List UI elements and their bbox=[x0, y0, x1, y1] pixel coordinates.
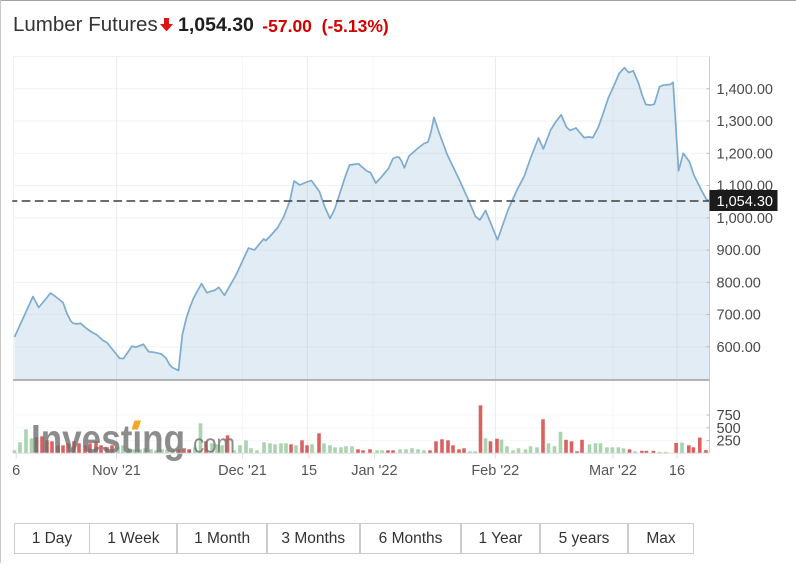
svg-text:.com: .com bbox=[187, 429, 235, 459]
svg-text:800.00: 800.00 bbox=[717, 275, 761, 291]
svg-text:1,054.30: 1,054.30 bbox=[717, 194, 773, 210]
svg-text:1,400.00: 1,400.00 bbox=[717, 82, 773, 98]
svg-text:700.00: 700.00 bbox=[717, 308, 761, 324]
svg-text:16: 16 bbox=[669, 463, 685, 479]
svg-text:1,000.00: 1,000.00 bbox=[717, 211, 773, 227]
svg-text:900.00: 900.00 bbox=[717, 243, 761, 259]
svg-text:Nov '21: Nov '21 bbox=[92, 463, 141, 479]
svg-text:1,300.00: 1,300.00 bbox=[717, 114, 773, 130]
svg-text:Feb '22: Feb '22 bbox=[471, 463, 519, 479]
svg-text:15: 15 bbox=[301, 463, 317, 479]
svg-text:250: 250 bbox=[717, 434, 741, 450]
svg-text:Jan '22: Jan '22 bbox=[351, 463, 397, 479]
svg-text:Mar '22: Mar '22 bbox=[589, 463, 637, 479]
svg-text:750: 750 bbox=[717, 408, 741, 424]
svg-text:600.00: 600.00 bbox=[717, 340, 761, 356]
svg-text:Dec '21: Dec '21 bbox=[218, 463, 267, 479]
svg-text:500: 500 bbox=[717, 421, 741, 437]
svg-text:Investıng: Investıng bbox=[31, 418, 185, 462]
svg-text:6: 6 bbox=[12, 463, 20, 479]
svg-text:1,200.00: 1,200.00 bbox=[717, 146, 773, 162]
